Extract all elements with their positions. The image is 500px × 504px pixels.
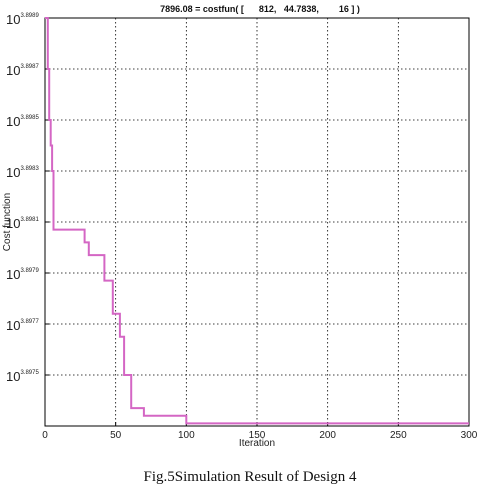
y-tick-label: 103.8989 (6, 12, 39, 27)
y-tick-exponent: 3.8979 (20, 268, 39, 274)
y-tick-exponent: 3.8977 (20, 319, 39, 325)
x-tick-label: 200 (319, 430, 336, 441)
cost-chart: 103.8989103.8987103.8985103.8983103.8981… (2, 4, 478, 449)
y-tick-base: 10 (6, 165, 20, 180)
y-tick-label: 103.8977 (6, 318, 39, 333)
x-tick-label: 50 (110, 430, 122, 441)
x-tick-label: 0 (42, 430, 48, 441)
y-tick-base: 10 (6, 114, 20, 129)
y-tick-base: 10 (6, 267, 20, 282)
y-tick-label: 103.8979 (6, 267, 39, 282)
y-tick-label: 103.8983 (6, 165, 39, 180)
y-tick-label: 103.8985 (6, 114, 39, 129)
series-line (45, 17, 469, 425)
series-layer (45, 17, 469, 425)
x-tick-label: 300 (461, 430, 478, 441)
y-tick-exponent: 3.8989 (20, 13, 39, 19)
y-tick-exponent: 3.8975 (20, 370, 39, 376)
y-tick-base: 10 (6, 63, 20, 78)
y-tick-base: 10 (6, 216, 20, 231)
y-tick-exponent: 3.8985 (20, 115, 39, 121)
y-axis-label: Cost function (2, 193, 13, 251)
grid (45, 18, 469, 426)
y-tick-label: 103.8987 (6, 63, 39, 78)
y-tick-base: 10 (6, 369, 20, 384)
x-tick-label: 150 (249, 430, 266, 441)
y-tick-label: 103.8981 (6, 216, 39, 231)
y-tick-label: 103.8975 (6, 369, 39, 384)
x-axis-label: Iteration (239, 438, 275, 449)
figure-caption: Fig.5Simulation Result of Design 4 (143, 469, 357, 485)
y-tick-base: 10 (6, 318, 20, 333)
y-tick-exponent: 3.8983 (20, 166, 39, 172)
chart-title: 7896.08 = costfun( [ 812, 44.7838, 16 ] … (160, 4, 360, 14)
y-tick-exponent: 3.8987 (20, 64, 39, 70)
y-tick-exponent: 3.8981 (20, 217, 39, 223)
x-tick-label: 250 (390, 430, 407, 441)
x-tick-label: 100 (178, 430, 195, 441)
y-tick-base: 10 (6, 12, 20, 27)
